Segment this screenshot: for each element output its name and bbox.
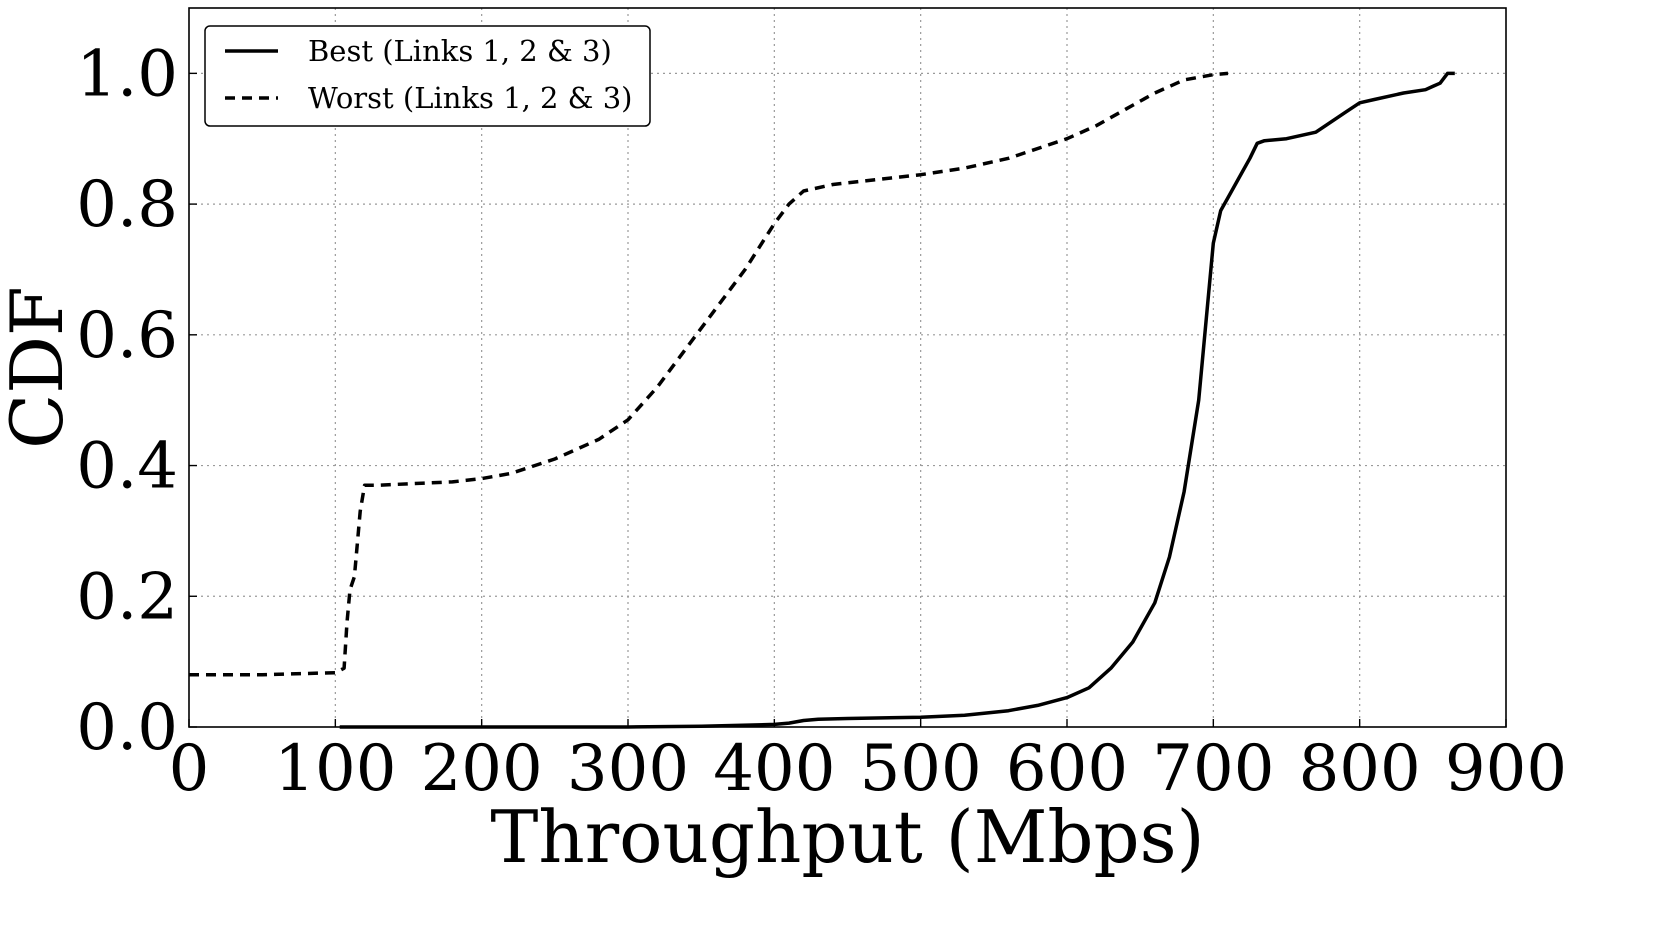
x-tick-label: 600 — [1006, 732, 1128, 806]
series-lines — [189, 71, 1455, 729]
legend-box — [204, 25, 651, 127]
x-tick-label: 0 — [169, 732, 210, 806]
legend-label-best: Best (Links 1, 2 & 3) — [308, 34, 612, 68]
x-tick-label: 100 — [274, 732, 396, 806]
plot-frame — [188, 7, 1507, 728]
axis-ticks: 0 100 200 300 400 500 600 700 800 900 0.0 0.2 0.4 0.6… — [76, 37, 1567, 806]
y-tick-label: 1.0 — [76, 37, 178, 111]
y-tick-label: 0.4 — [76, 430, 178, 504]
y-tick-label: 0.2 — [76, 560, 178, 634]
legend: Best (Links 1, 2 & 3) Worst (Links 1, 2 … — [204, 25, 651, 127]
x-tick-label: 300 — [567, 732, 689, 806]
y-tick-label: 0.6 — [76, 299, 178, 373]
y-axis-title: CDF — [0, 286, 79, 449]
x-tick-label: 700 — [1152, 732, 1274, 806]
legend-label-worst: Worst (Links 1, 2 & 3) — [308, 81, 632, 115]
x-tick-label: 900 — [1445, 732, 1567, 806]
x-tick-label: 500 — [860, 732, 982, 806]
x-tick-label: 200 — [421, 732, 543, 806]
series-line-worst — [189, 71, 1229, 677]
x-tick-label: 400 — [713, 732, 835, 806]
series-line-best — [339, 71, 1455, 729]
y-tick-label: 0.0 — [76, 691, 178, 765]
x-axis-title: Throughput (Mbps) — [490, 795, 1204, 879]
x-tick-label: 800 — [1299, 732, 1421, 806]
y-tick-label: 0.8 — [76, 168, 178, 242]
